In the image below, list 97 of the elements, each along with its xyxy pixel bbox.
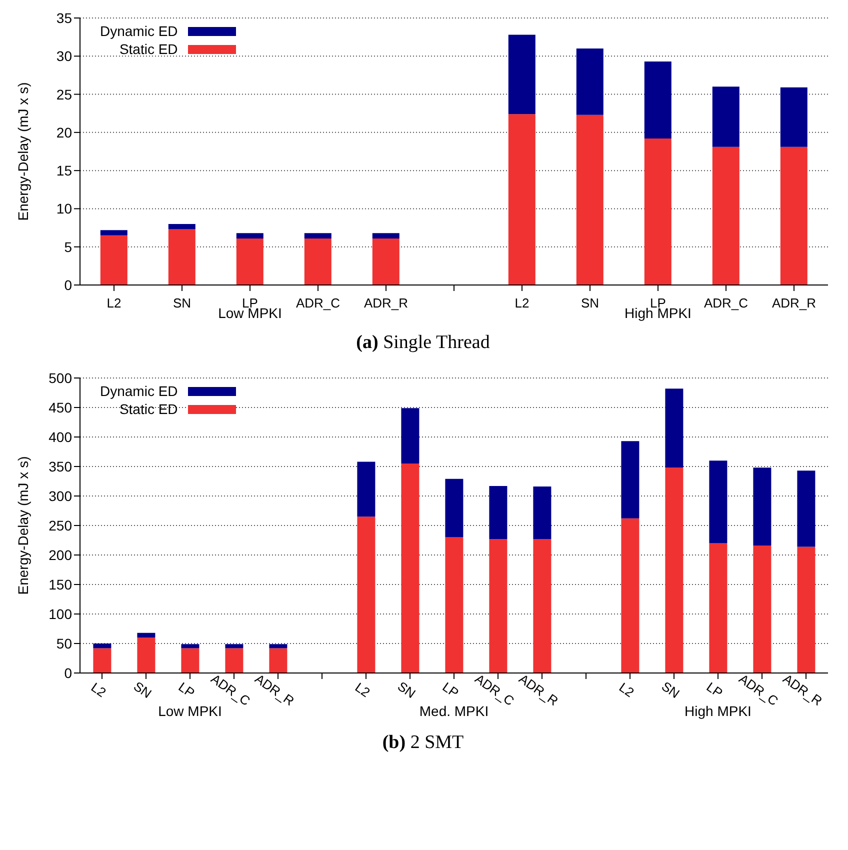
bar [93, 644, 112, 648]
y-tick-label: 20 [56, 124, 72, 140]
y-tick-label: 0 [64, 664, 72, 681]
bar [137, 632, 156, 638]
bar [508, 34, 536, 114]
y-tick-label: 250 [48, 517, 72, 534]
bar [168, 229, 196, 285]
bar [269, 644, 288, 648]
legend-label: Static ED [119, 41, 178, 57]
text: Low MPKI [158, 703, 222, 719]
y-tick-label: 500 [48, 370, 72, 386]
bar [304, 238, 332, 285]
x-tick-label: ADR_R [772, 295, 816, 310]
y-tick-label: 5 [64, 238, 72, 255]
bar [100, 235, 128, 285]
y-tick-label: 350 [48, 458, 72, 474]
bar [576, 114, 604, 285]
text: (b) 2 SMT [381, 732, 465, 754]
bar [709, 460, 728, 544]
bar [236, 233, 264, 238]
bar [753, 468, 772, 546]
bar [401, 464, 420, 673]
y-tick-label: 200 [48, 546, 72, 563]
y-tick-label: 25 [56, 86, 72, 102]
x-tick-label: ADR_R [364, 295, 408, 310]
bar [780, 146, 808, 285]
bar [644, 61, 672, 139]
bar [357, 462, 376, 517]
bar [137, 638, 156, 673]
bar [357, 516, 376, 673]
x-tick-label: SN [658, 678, 682, 702]
bar [181, 648, 200, 673]
bar [372, 238, 400, 285]
bar [269, 648, 288, 673]
y-axis-title: Energy-Delay (mJ x s) [14, 456, 31, 595]
y-tick-label: 0 [64, 276, 72, 293]
bar [621, 441, 640, 518]
x-tick-label: SN [394, 678, 418, 702]
bar [576, 48, 604, 115]
x-tick-label: ADR_C [704, 295, 748, 310]
x-tick-label: SN [130, 678, 154, 702]
bar [93, 648, 112, 673]
bar [372, 233, 400, 238]
x-tick-label: L2 [514, 295, 530, 310]
bar [304, 233, 332, 238]
x-tick-label: L2 [352, 680, 373, 700]
bar [100, 230, 128, 236]
text: Med. MPKI [419, 703, 489, 719]
bar [181, 644, 200, 648]
bar [621, 518, 640, 673]
y-tick-label: 150 [48, 576, 72, 592]
bar [709, 543, 728, 673]
text: High MPKI [684, 703, 752, 719]
bar [225, 648, 244, 673]
x-tick-label: L2 [88, 680, 109, 700]
y-tick-label: 300 [48, 488, 72, 504]
legend-label: Static ED [119, 401, 178, 417]
y-tick-label: 10 [56, 200, 72, 217]
bar [445, 478, 464, 538]
y-tick-label: 30 [56, 48, 72, 64]
bar [665, 388, 684, 468]
y-tick-label: 50 [56, 635, 72, 652]
y-tick-label: 35 [56, 10, 72, 26]
x-tick-label: L2 [106, 295, 122, 310]
bar [445, 537, 464, 673]
legend-label: Dynamic ED [100, 23, 178, 39]
bar [489, 539, 508, 673]
bar [401, 408, 420, 464]
x-tick-label: SN [580, 295, 600, 310]
bar [780, 87, 808, 147]
y-tick-label: 100 [48, 606, 72, 622]
x-tick-label: LP [704, 679, 726, 701]
bar [533, 539, 552, 673]
bar [236, 238, 264, 285]
bar [508, 114, 536, 285]
bar [797, 546, 816, 673]
legend-label: Dynamic ED [100, 383, 178, 399]
x-tick-label: LP [176, 679, 198, 701]
bar [225, 644, 244, 648]
bar [712, 86, 740, 147]
y-axis-title: Energy-Delay (mJ x s) [14, 82, 31, 221]
x-tick-label: ADR_C [296, 295, 340, 310]
bar [644, 138, 672, 285]
y-tick-label: 15 [56, 162, 72, 179]
bar [753, 546, 772, 673]
x-tick-label: SN [172, 295, 192, 310]
x-tick-label: L2 [616, 680, 637, 700]
bar [489, 486, 508, 540]
y-tick-label: 400 [48, 428, 72, 445]
text: (a) Single Thread [355, 332, 491, 354]
bar [168, 224, 196, 230]
bar [665, 468, 684, 673]
bar [797, 470, 816, 547]
bar [533, 486, 552, 540]
y-tick-label: 450 [48, 399, 72, 416]
bar [712, 146, 740, 285]
x-tick-label: LP [440, 679, 462, 701]
